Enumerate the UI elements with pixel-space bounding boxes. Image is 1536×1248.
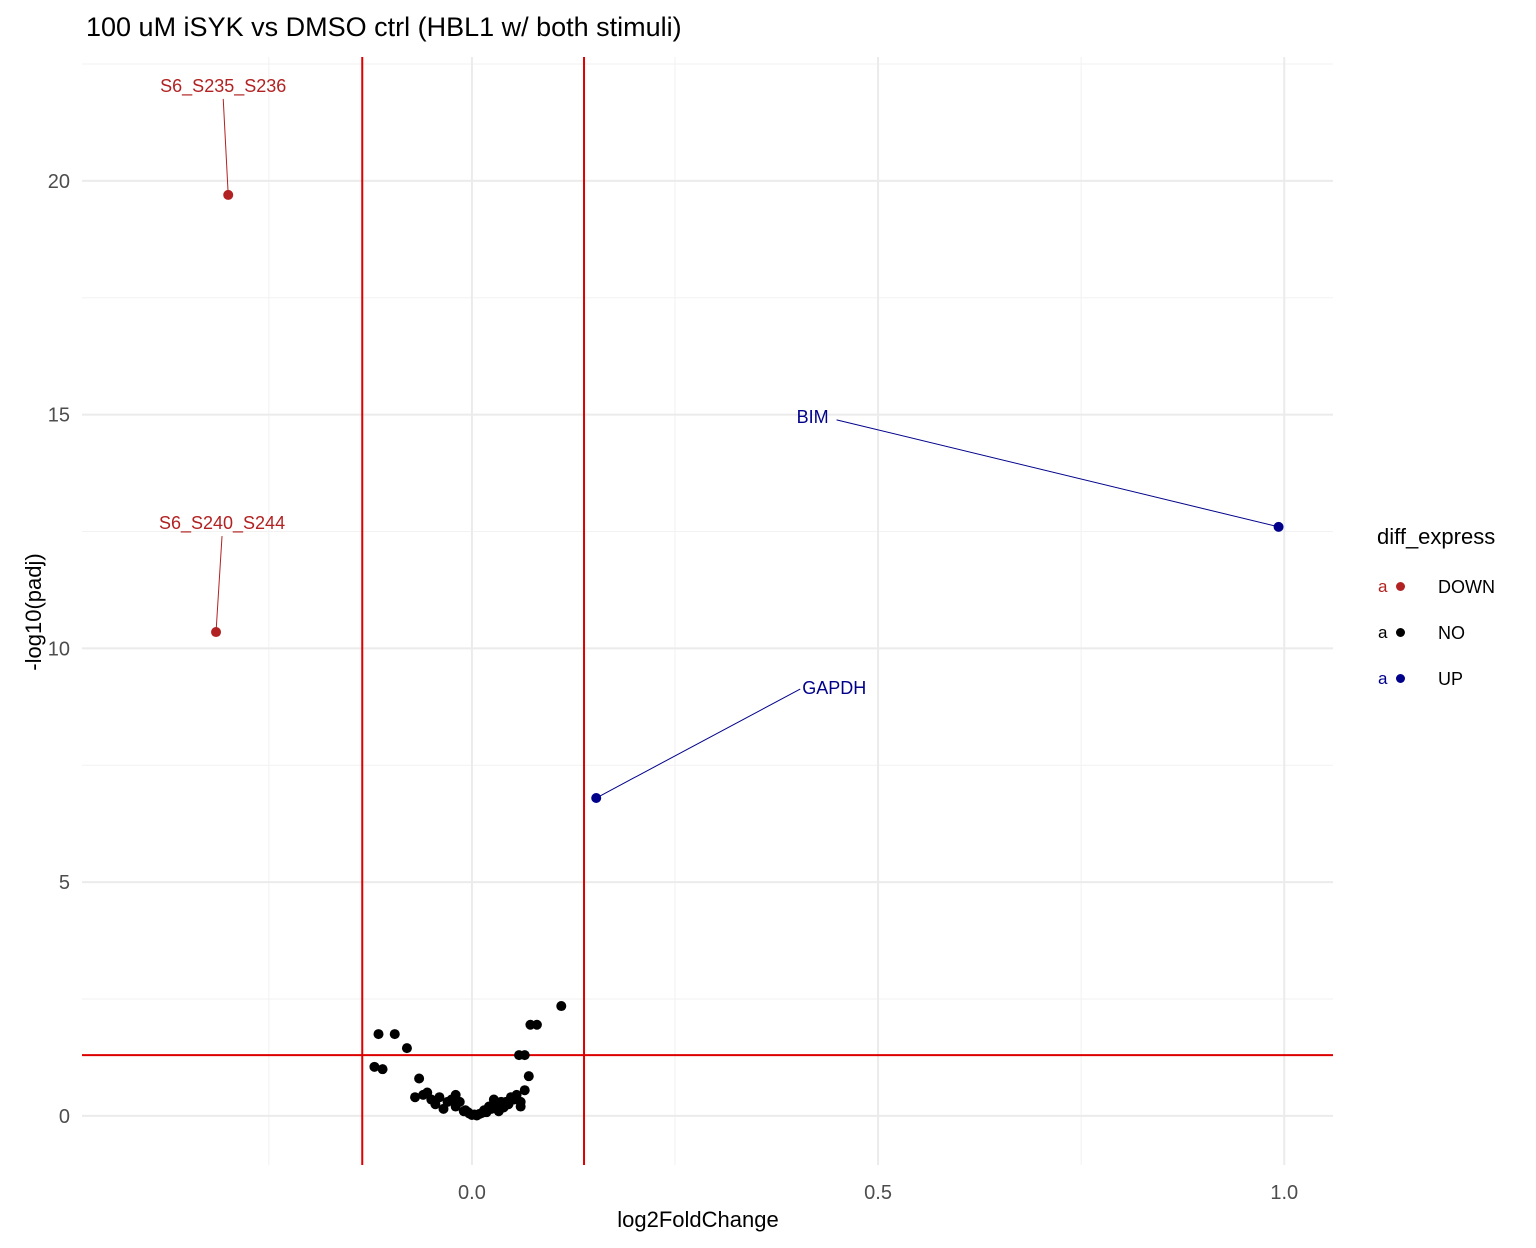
y-tick-label: 10 (48, 638, 70, 660)
data-point-no (454, 1096, 465, 1107)
label-connector (215, 536, 223, 633)
data-point-no (556, 1001, 567, 1012)
point-label: S6_S235_S236 (160, 76, 286, 97)
reference-lines (82, 57, 1333, 1165)
y-tick-label: 5 (59, 872, 70, 894)
label-connector (836, 419, 1279, 528)
data-points (211, 189, 1284, 1121)
data-point-up (1273, 521, 1284, 532)
y-axis-title: -log10(padj) (21, 553, 46, 671)
legend-item-down: a DOWN (1378, 577, 1528, 601)
legend-dot-icon (1396, 628, 1405, 637)
legend-label: DOWN (1438, 577, 1495, 597)
x-tick-label: 1.0 (1270, 1182, 1298, 1204)
data-point-no (434, 1092, 445, 1103)
legend-item-no: a NO (1378, 623, 1528, 647)
data-point-no (389, 1029, 400, 1040)
point-label: BIM (797, 407, 829, 427)
data-point-no (373, 1029, 384, 1040)
label-connector (222, 98, 229, 195)
y-tick-label: 20 (48, 171, 70, 193)
x-tick-label: 0.0 (458, 1182, 486, 1204)
legend-key-glyph: a (1378, 669, 1388, 688)
data-point-no (401, 1043, 412, 1054)
legend-title: diff_express (1377, 524, 1496, 549)
point-labels: S6_S235_S236 S6_S240_S244 BIM GAPDH (159, 76, 866, 698)
point-label: S6_S240_S244 (159, 513, 285, 534)
data-point-down (211, 627, 222, 638)
label-connector (595, 688, 801, 799)
data-point-no (410, 1092, 421, 1103)
legend-item-up: a UP (1378, 669, 1528, 693)
data-point-down (223, 189, 234, 200)
data-point-no (369, 1061, 380, 1072)
data-point-no (377, 1064, 388, 1075)
data-point-no (515, 1101, 526, 1112)
data-point-no (523, 1071, 534, 1082)
legend-key-glyph: a (1378, 577, 1388, 596)
x-axis-title: log2FoldChange (617, 1207, 779, 1232)
legend-label: NO (1438, 623, 1465, 643)
legend-label: UP (1438, 669, 1464, 689)
y-tick-label: 0 (59, 1106, 70, 1128)
y-tick-label: 15 (48, 405, 70, 427)
grid-layer (82, 57, 1333, 1165)
label-connectors (215, 98, 1279, 799)
x-tick-label: 0.5 (864, 1182, 892, 1204)
data-point-no (519, 1085, 530, 1096)
point-label: GAPDH (802, 678, 866, 698)
data-point-no (514, 1050, 525, 1061)
chart-title: 100 uM iSYK vs DMSO ctrl (HBL1 w/ both s… (86, 12, 682, 42)
legend-dot-icon (1396, 674, 1405, 683)
legend-dot-icon (1396, 582, 1405, 591)
legend-key-glyph: a (1378, 623, 1388, 642)
data-point-up (591, 793, 602, 804)
data-point-no (414, 1073, 425, 1084)
axis-ticks: 0.0 0.5 1.0 0 5 10 15 20 (48, 171, 1298, 1204)
data-point-no (531, 1019, 542, 1030)
